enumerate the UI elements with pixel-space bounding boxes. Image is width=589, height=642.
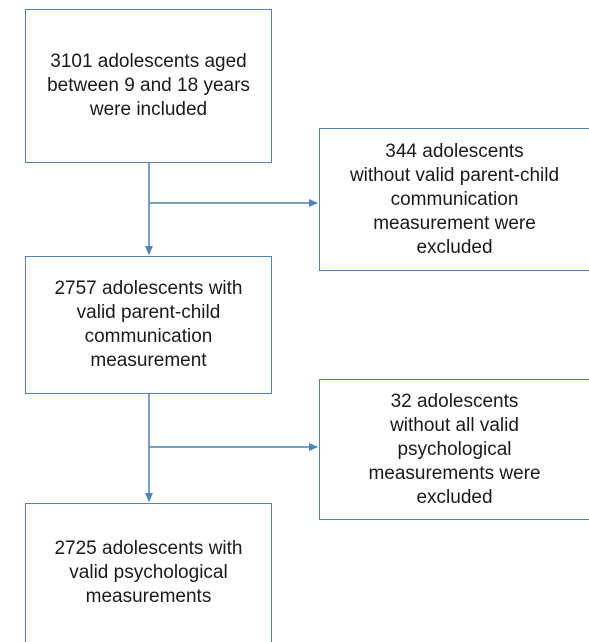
step-text-included: 3101 adolescents aged between 9 and 18 y… (47, 50, 250, 122)
step-box-final-sample: 2725 adolescents with valid psychologica… (25, 503, 272, 642)
step-box-valid-communication: 2757 adolescents with valid parent-child… (25, 256, 272, 394)
exclusion-box-psychological: 32 adolescents without all valid psychol… (319, 379, 589, 520)
exclusion-text-psychological: 32 adolescents without all valid psychol… (368, 390, 540, 510)
exclusion-text-communication: 344 adolescents without valid parent-chi… (350, 140, 559, 260)
step-box-included: 3101 adolescents aged between 9 and 18 y… (25, 9, 272, 163)
step-text-valid-communication: 2757 adolescents with valid parent-child… (54, 277, 242, 373)
exclusion-box-communication: 344 adolescents without valid parent-chi… (319, 128, 589, 271)
step-text-final-sample: 2725 adolescents with valid psychologica… (54, 537, 242, 609)
